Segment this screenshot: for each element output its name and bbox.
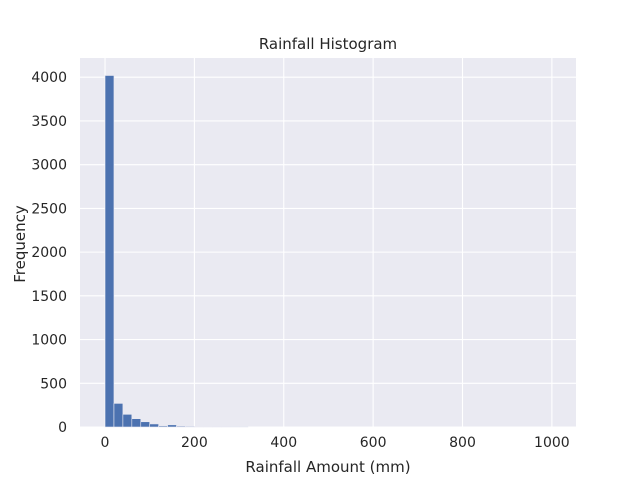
histogram-bars — [104, 75, 249, 428]
y-tick-label: 4000 — [31, 70, 67, 86]
histogram-bar — [158, 425, 168, 428]
histogram-bar — [140, 421, 151, 428]
histogram-bar — [185, 426, 195, 428]
y-axis-label: Frequency — [11, 205, 29, 283]
y-tick-labels: 0 500 1000 1500 2000 2500 3000 3500 4000 — [31, 70, 67, 436]
x-tick-label: 400 — [270, 435, 297, 451]
y-tick-label: 2500 — [31, 201, 67, 217]
histogram-bar — [104, 75, 115, 428]
histogram-bar — [176, 425, 186, 428]
x-tick-labels: 0 200 400 600 800 1000 — [101, 435, 570, 451]
x-tick-label: 800 — [449, 435, 476, 451]
x-tick-label: 1000 — [534, 435, 570, 451]
y-tick-label: 0 — [58, 420, 67, 436]
histogram-bar — [131, 418, 142, 428]
plot-area — [80, 58, 576, 427]
y-tick-label: 3000 — [31, 158, 67, 174]
x-tick-label: 600 — [360, 435, 387, 451]
y-tick-label: 3500 — [31, 114, 67, 130]
x-tick-label: 0 — [101, 435, 110, 451]
y-gridlines — [80, 76, 576, 428]
y-tick-label: 1000 — [31, 333, 67, 349]
histogram-bar — [122, 414, 133, 428]
x-axis-label: Rainfall Amount (mm) — [245, 458, 410, 476]
histogram-bar — [149, 423, 159, 428]
chart-title: Rainfall Histogram — [259, 35, 397, 53]
x-tick-label: 200 — [181, 435, 208, 451]
histogram-bar — [113, 403, 124, 428]
y-tick-label: 500 — [40, 376, 67, 392]
y-tick-label: 1500 — [31, 289, 67, 305]
y-tick-label: 2000 — [31, 245, 67, 261]
histogram-bar — [167, 424, 177, 428]
